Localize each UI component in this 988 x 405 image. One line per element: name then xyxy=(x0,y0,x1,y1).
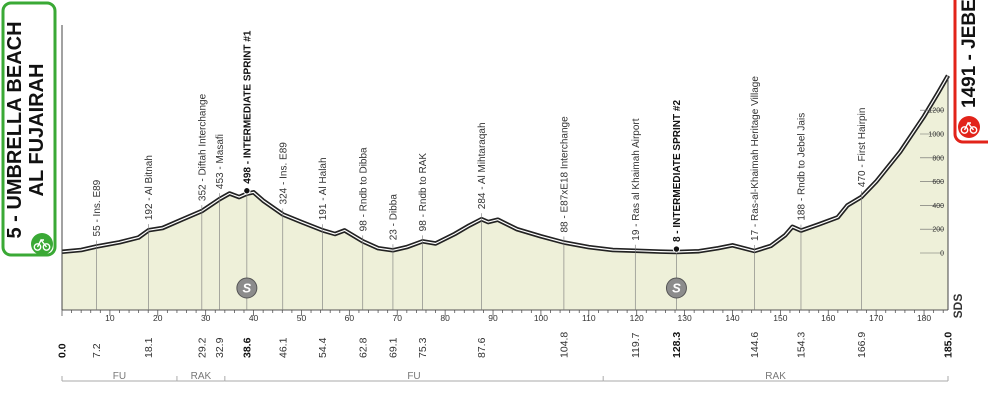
waypoint-km-label: 128.3 xyxy=(671,332,683,358)
waypoint-km-label: 144.6 xyxy=(749,332,761,358)
altitude-tick-label: 1000 xyxy=(928,132,944,139)
altitude-tick-label: 1200 xyxy=(928,108,944,115)
distance-tick-label: 180 xyxy=(917,313,931,323)
altitude-tick-label: 0 xyxy=(940,251,944,258)
waypoint-label: 498 - INTERMEDIATE SPRINT #1 xyxy=(242,30,253,184)
waypoint-label: 352 - Diftah Interchange xyxy=(197,93,208,201)
distance-tick-label: 110 xyxy=(582,313,596,323)
start-name-line1: 5 - UMBRELLA BEACH xyxy=(4,21,26,238)
waypoint-label: 192 - Al Bitnah xyxy=(144,155,155,220)
profile-layer xyxy=(61,25,950,311)
start-card-border xyxy=(1,1,57,257)
distance-tick-label: 140 xyxy=(725,313,739,323)
waypoint-label: 98 - Rndb to RAK xyxy=(418,153,429,232)
distance-tick-label: 60 xyxy=(345,313,355,323)
waypoint-label: 55 - Ins. E89 xyxy=(92,179,103,236)
altitude-scale: 0 200 400 600 800 1000 1200 xyxy=(920,108,944,258)
finish-card: 1491 - JEBEL JAIS xyxy=(953,0,988,144)
waypoint-label: 98 - Rndb to Dibba xyxy=(358,147,369,231)
sprint-dot xyxy=(672,245,681,253)
sprint-symbol: S xyxy=(243,281,252,296)
road-line-inner xyxy=(61,75,949,253)
waypoint-km-label: 154.3 xyxy=(795,332,807,358)
waypoint-km-label: 7.2 xyxy=(91,343,103,358)
distance-tick-label: 30 xyxy=(201,313,211,323)
finish-cycling-icon xyxy=(958,116,980,138)
altitude-tick-label: 200 xyxy=(932,227,944,234)
sprint-badge xyxy=(665,277,687,299)
waypoint-km-label: 38.6 xyxy=(241,337,253,358)
sprint-dot xyxy=(243,187,251,195)
waypoint-label: 470 - First Hairpin xyxy=(857,108,868,187)
altitude-tick-label: 800 xyxy=(932,155,944,162)
start-card: 5 - UMBRELLA BEACH AL FUJAIRAH xyxy=(1,1,57,257)
waypoint-label: 19 - Ras al Khaimah Airport xyxy=(631,118,642,241)
distance-tick-label: 90 xyxy=(488,313,498,323)
distance-tick-label: 20 xyxy=(153,313,163,323)
altitude-tick-label: 400 xyxy=(932,203,944,210)
region-label: RAK xyxy=(191,371,212,382)
waypoint-label: 88 - E87xE18 Interchange xyxy=(559,116,570,233)
waypoint-km-label: 54.4 xyxy=(317,337,329,358)
region-label: RAK xyxy=(765,371,786,382)
waypoint-label: 324 - Ins. E89 xyxy=(278,142,289,205)
distance-axis: 10 20 30 40 50 60 70 80 90 100 110 120 130 140 150 160 1… xyxy=(61,310,944,323)
waypoint-km-label: 29.2 xyxy=(196,337,208,358)
waypoint-km-label: 185.0 xyxy=(943,332,955,358)
waypoint-km-label: 62.8 xyxy=(357,337,369,358)
waypoint-label: 284 - Al Mihtaraqah xyxy=(477,122,488,209)
svg-text:SDS: SDS xyxy=(951,294,965,319)
distance-tick-label: 100 xyxy=(534,313,548,323)
distance-tick-label: 150 xyxy=(773,313,787,323)
waypoint-label: 23 - Dibba xyxy=(388,194,399,241)
distance-tick-label: 40 xyxy=(249,313,259,323)
region-label: FU xyxy=(407,371,420,382)
distance-tick-label: 80 xyxy=(440,313,450,323)
distance-tick-label: 10 xyxy=(105,313,115,323)
waypoint-km-label: 87.6 xyxy=(476,337,488,358)
waypoint-label: 17 - Ras-al-Khaimah Heritage Village xyxy=(750,76,761,241)
waypoint-label: 188 - Rndb to Jebel Jais xyxy=(796,113,807,221)
altitude-tick-label: 600 xyxy=(932,179,944,186)
profile-area xyxy=(62,75,948,310)
waypoint-labels: 55 - Ins. E89 192 - Al Bitnah 352 - Diftah… xyxy=(92,30,868,242)
sprint-symbol: S xyxy=(672,281,681,296)
distance-tick-label: 170 xyxy=(869,313,883,323)
region-label: FU xyxy=(113,371,126,382)
distance-tick-label: 160 xyxy=(821,313,835,323)
start-name-line2: AL FUJAIRAH xyxy=(26,64,48,197)
brand-logo: SDS xyxy=(951,294,965,319)
region-bar: FU RAK FU RAK xyxy=(61,371,949,382)
finish-name: 1491 - JEBEL JAIS xyxy=(959,0,980,108)
finish-card-border xyxy=(953,0,988,144)
waypoint-drop-lines xyxy=(96,187,862,310)
waypoint-km-label: 75.3 xyxy=(417,337,429,358)
distance-tick-label: 120 xyxy=(630,313,644,323)
waypoint-km-label: 18.1 xyxy=(143,337,155,358)
waypoint-km-label: 32.9 xyxy=(214,337,226,358)
waypoint-km-labels: 0.0 7.2 18.1 29.2 32.9 38.6 46.1 54.4 62.8 69.1 75… xyxy=(57,332,955,358)
waypoint-km-label: 0.0 xyxy=(57,343,69,358)
sprint-badge xyxy=(236,277,258,299)
waypoint-km-label: 119.7 xyxy=(630,332,642,358)
waypoint-km-label: 69.1 xyxy=(387,337,399,358)
distance-tick-label: 50 xyxy=(297,313,307,323)
distance-tick-label: 130 xyxy=(678,313,692,323)
waypoint-km-label: 166.9 xyxy=(856,332,868,358)
waypoint-km-label: 46.1 xyxy=(277,337,289,358)
waypoint-label: 191 - Al Halah xyxy=(318,157,329,220)
start-cycling-icon xyxy=(31,233,53,255)
waypoint-label: 453 - Masafi xyxy=(215,134,226,189)
waypoint-label: 8 - INTERMEDIATE SPRINT #2 xyxy=(672,100,683,242)
distance-tick-label: 70 xyxy=(393,313,403,323)
waypoint-km-label: 104.8 xyxy=(558,332,570,358)
